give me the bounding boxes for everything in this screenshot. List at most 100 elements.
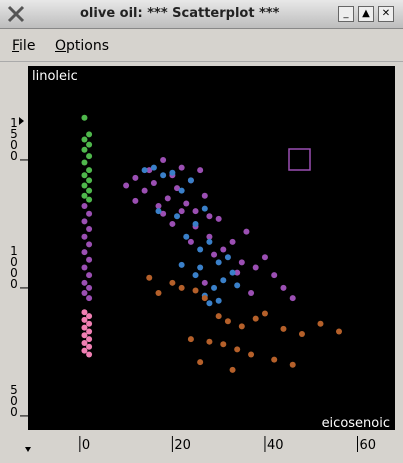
- minimize-button[interactable]: _: [338, 6, 354, 22]
- point: [81, 159, 88, 166]
- point: [86, 141, 93, 148]
- point: [81, 324, 88, 331]
- point: [132, 197, 139, 204]
- point: [81, 136, 88, 143]
- point: [183, 233, 190, 240]
- point: [197, 264, 204, 271]
- point: [155, 290, 162, 297]
- x-tick-label: 0: [82, 438, 90, 453]
- point: [81, 264, 88, 271]
- point: [86, 313, 93, 320]
- point: [183, 200, 190, 207]
- point: [234, 346, 241, 353]
- close-button[interactable]: ✕: [378, 6, 394, 22]
- point: [197, 246, 204, 253]
- point: [192, 287, 199, 294]
- point: [86, 167, 93, 174]
- point: [86, 328, 93, 335]
- point: [234, 282, 241, 289]
- point: [206, 233, 213, 240]
- point: [81, 332, 88, 339]
- point: [201, 205, 208, 212]
- point: [160, 172, 167, 179]
- point: [238, 259, 245, 266]
- point: [187, 177, 194, 184]
- point: [229, 366, 236, 373]
- point: [289, 361, 296, 368]
- point: [178, 261, 185, 268]
- point: [289, 295, 296, 302]
- point: [86, 256, 93, 263]
- point: [206, 213, 213, 220]
- point: [160, 210, 167, 217]
- point: [86, 210, 93, 217]
- point: [248, 351, 255, 358]
- menu-options[interactable]: Options: [55, 38, 110, 54]
- point: [81, 347, 88, 354]
- point: [215, 259, 222, 266]
- point: [146, 274, 153, 281]
- point: [280, 325, 287, 332]
- brush[interactable]: [288, 148, 311, 171]
- point: [150, 179, 157, 186]
- point: [160, 156, 167, 163]
- point: [86, 187, 93, 194]
- menu-file[interactable]: File: [12, 38, 36, 54]
- point: [201, 295, 208, 302]
- ruler-arrow: [19, 117, 24, 125]
- point: [220, 341, 227, 348]
- point: [81, 192, 88, 199]
- title-bar: olive oil: *** Scatterplot *** _ ▲ ✕: [0, 0, 403, 29]
- point: [174, 213, 181, 220]
- point: [169, 169, 176, 176]
- point: [81, 172, 88, 179]
- y-tick-label: 1500: [7, 116, 21, 160]
- point: [197, 359, 204, 366]
- point: [261, 310, 268, 317]
- point: [169, 172, 176, 179]
- point: [141, 167, 148, 174]
- point: [86, 272, 93, 279]
- point: [86, 226, 93, 233]
- point: [229, 238, 236, 245]
- point: [164, 195, 171, 202]
- point: [336, 328, 343, 335]
- point: [201, 279, 208, 286]
- point: [178, 164, 185, 171]
- ruler-arrow: [25, 447, 31, 452]
- point: [187, 336, 194, 343]
- point: [81, 233, 88, 240]
- point: [192, 223, 199, 230]
- point: [224, 318, 231, 325]
- point: [178, 187, 185, 194]
- point: [252, 315, 259, 322]
- point: [155, 203, 162, 210]
- point: [271, 356, 278, 363]
- point: [215, 297, 222, 304]
- point: [81, 114, 88, 121]
- point: [150, 164, 157, 171]
- maximize-button[interactable]: ▲: [358, 6, 374, 22]
- point: [81, 339, 88, 346]
- point: [229, 269, 236, 276]
- point: [132, 174, 139, 181]
- point: [81, 249, 88, 256]
- point: [86, 284, 93, 291]
- point: [81, 218, 88, 225]
- point: [187, 238, 194, 245]
- x-axis-label: eicosenoic: [322, 416, 390, 431]
- point: [86, 153, 93, 160]
- y-tick-label: 1000: [7, 244, 21, 288]
- point: [271, 272, 278, 279]
- point: [178, 284, 185, 291]
- point: [215, 215, 222, 222]
- point: [81, 279, 88, 286]
- point: [234, 269, 241, 276]
- point: [211, 284, 218, 291]
- point: [211, 251, 218, 258]
- point: [206, 300, 213, 307]
- point: [81, 182, 88, 189]
- point: [220, 277, 227, 284]
